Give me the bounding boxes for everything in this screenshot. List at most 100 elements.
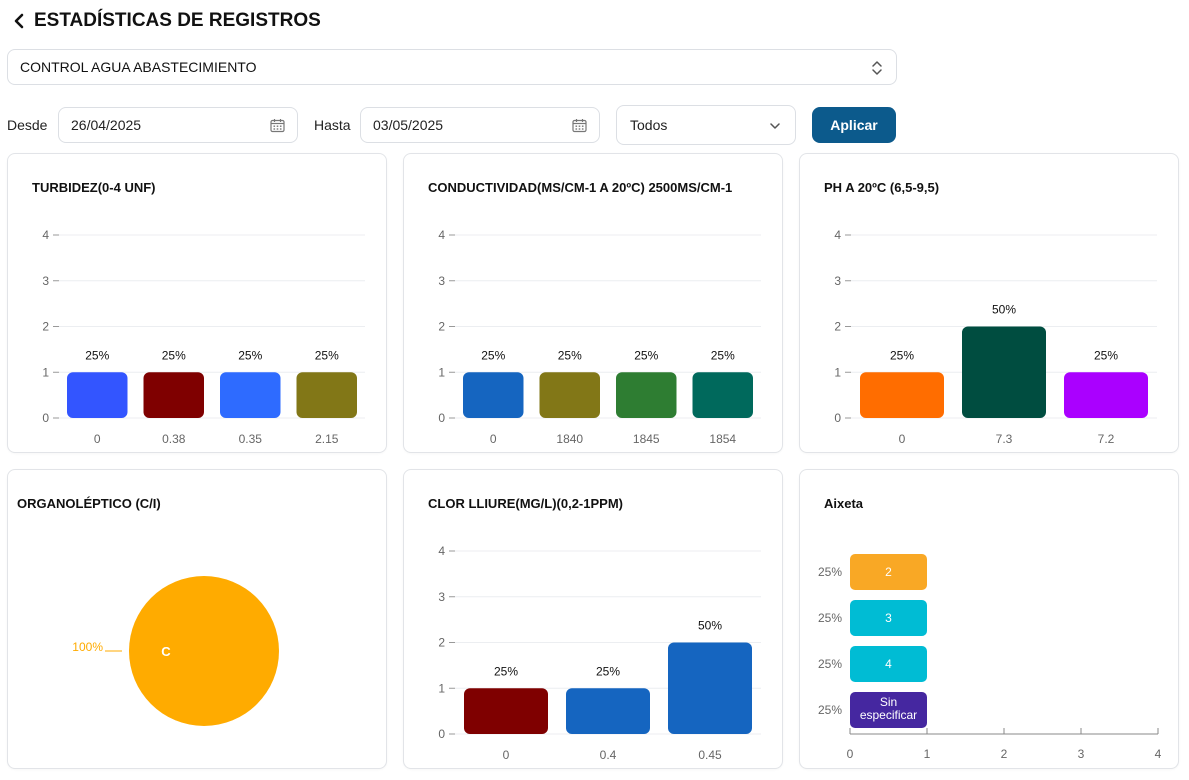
chevron-up-down-icon [870, 59, 884, 80]
to-label: Hasta [314, 117, 351, 133]
calendar-icon[interactable] [572, 118, 587, 136]
bar [566, 688, 650, 734]
y-tick-label: 1 [834, 365, 841, 379]
bar [962, 326, 1046, 418]
x-tick-label: 7.2 [1098, 432, 1115, 446]
calendar-icon[interactable] [270, 118, 285, 136]
y-tick-label: 3 [438, 590, 445, 604]
bar [463, 372, 524, 418]
y-tick-label: 0 [438, 727, 445, 741]
to-date-input[interactable]: 03/05/2025 [360, 107, 600, 143]
bar [296, 372, 357, 418]
category-label: 4 [885, 657, 892, 671]
bar-chart-turbidez: 0 1 2 3 4 25% 0 25% 0.38 25% 0.35 25% 2.15 [42, 228, 365, 446]
y-tick-label: 4 [834, 228, 841, 242]
bar-data-label: 25% [238, 348, 262, 362]
bar [1064, 372, 1148, 418]
bar-data-label: 25% [85, 348, 109, 362]
pie-slice-label: C [161, 644, 171, 659]
bar-data-label: 25% [162, 348, 186, 362]
x-tick-label: 0 [94, 432, 101, 446]
x-tick-label: 0.38 [162, 432, 186, 446]
bar [464, 688, 548, 734]
x-tick-label: 1 [924, 747, 931, 761]
hbar-chart-aixeta: 0 1 2 3 4 25% 2 25% 3 25% 4 25% Sin especificar [818, 554, 1162, 761]
chart-card-aixeta: Aixeta 0 1 2 3 4 25% 2 25% 3 25% 4 25% Sin especifica… [799, 469, 1179, 769]
x-tick-label: 0.4 [600, 748, 617, 762]
bar [850, 600, 927, 636]
bar-data-label: 25% [494, 664, 518, 678]
bar [143, 372, 204, 418]
bar-data-label: 25% [711, 348, 735, 362]
bar [850, 646, 927, 682]
bar-data-label: 25% [481, 348, 505, 362]
chevron-left-icon[interactable] [14, 12, 28, 30]
record-type-value: CONTROL AGUA ABASTECIMIENTO [20, 59, 257, 75]
pie-chart-organoleptico: C 100% [72, 576, 279, 726]
chart-card-ph: PH A 20ºC (6,5-9,5) 0 1 2 3 4 25% 0 50% 7.3 25% 7.… [799, 153, 1179, 453]
y-tick-label: 2 [438, 636, 445, 650]
bar-data-label: 25% [1094, 348, 1118, 362]
to-date-value: 03/05/2025 [373, 117, 444, 133]
chart-card-clor: CLOR LLIURE(MG/L)(0,2-1PPM) 0 1 2 3 4 25% 0 25%… [403, 469, 783, 769]
x-tick-label: 0 [503, 748, 510, 762]
bar-data-label: 25% [596, 664, 620, 678]
pie-slice [129, 576, 279, 726]
y-tick-label: 4 [42, 228, 49, 242]
chevron-down-icon [769, 119, 781, 135]
y-tick-label: 2 [438, 320, 445, 334]
y-tick-label: 2 [834, 320, 841, 334]
x-tick-label: 1845 [633, 432, 660, 446]
x-tick-label: 0 [847, 747, 854, 761]
y-tick-label: 4 [438, 544, 445, 558]
filter-row: Desde 26/04/2025 Hasta 03/05/2025 Todos … [0, 105, 900, 145]
y-tick-label: 3 [834, 274, 841, 288]
bar [668, 642, 752, 734]
chart-card-conductividad: CONDUCTIVIDAD(MS/CM-1 A 20ºC) 2500MS/CM-… [403, 153, 783, 453]
x-tick-label: 0.45 [698, 748, 722, 762]
x-tick-label: 0 [490, 432, 497, 446]
bar [850, 692, 927, 728]
x-tick-label: 3 [1078, 747, 1085, 761]
apply-button[interactable]: Aplicar [812, 107, 896, 143]
bar-data-label: 25% [818, 565, 842, 579]
bar [220, 372, 281, 418]
page-title: ESTADÍSTICAS DE REGISTROS [34, 10, 321, 31]
x-tick-label: 0 [899, 432, 906, 446]
bar-data-label: 25% [558, 348, 582, 362]
y-tick-label: 0 [834, 411, 841, 425]
y-tick-label: 1 [438, 365, 445, 379]
x-tick-label: 7.3 [996, 432, 1013, 446]
bar-chart-conductividad: 0 1 2 3 4 25% 0 25% 1840 25% 1845 25% 1854 [438, 228, 761, 446]
bar [616, 372, 677, 418]
x-tick-label: 1854 [709, 432, 736, 446]
chart-card-turbidez: TURBIDEZ(0-4 UNF) 0 1 2 3 4 25% 0 25% 0.38 25% 0.3… [7, 153, 387, 453]
x-tick-label: 0.35 [239, 432, 263, 446]
bar [539, 372, 600, 418]
chart-card-organoleptico: ORGANOLÉPTICO (C/I) C 100% [7, 469, 387, 769]
status-dropdown-value: Todos [630, 117, 668, 133]
bar-data-label: 25% [634, 348, 658, 362]
pie-percent-label: 100% [72, 640, 103, 654]
bar-data-label: 25% [818, 703, 842, 717]
x-tick-label: 4 [1155, 747, 1162, 761]
y-tick-label: 3 [438, 274, 445, 288]
from-date-input[interactable]: 26/04/2025 [58, 107, 298, 143]
bar-data-label: 50% [992, 303, 1016, 317]
status-dropdown[interactable]: Todos [616, 105, 796, 145]
y-tick-label: 2 [42, 320, 49, 334]
bar [860, 372, 944, 418]
x-tick-label: 2.15 [315, 432, 339, 446]
y-tick-label: 1 [42, 365, 49, 379]
y-tick-label: 3 [42, 274, 49, 288]
bar-data-label: 25% [818, 611, 842, 625]
category-label: Sin especificar [860, 695, 917, 722]
bar-chart-clor: 0 1 2 3 4 25% 0 25% 0.4 50% 0.45 [438, 544, 761, 762]
bar-chart-ph: 0 1 2 3 4 25% 0 50% 7.3 25% 7.2 [834, 228, 1157, 446]
category-label: 3 [885, 611, 892, 625]
record-type-select[interactable]: CONTROL AGUA ABASTECIMIENTO [7, 49, 897, 85]
bar-data-label: 25% [818, 657, 842, 671]
bar-data-label: 25% [315, 348, 339, 362]
y-tick-label: 0 [42, 411, 49, 425]
x-tick-label: 2 [1001, 747, 1008, 761]
